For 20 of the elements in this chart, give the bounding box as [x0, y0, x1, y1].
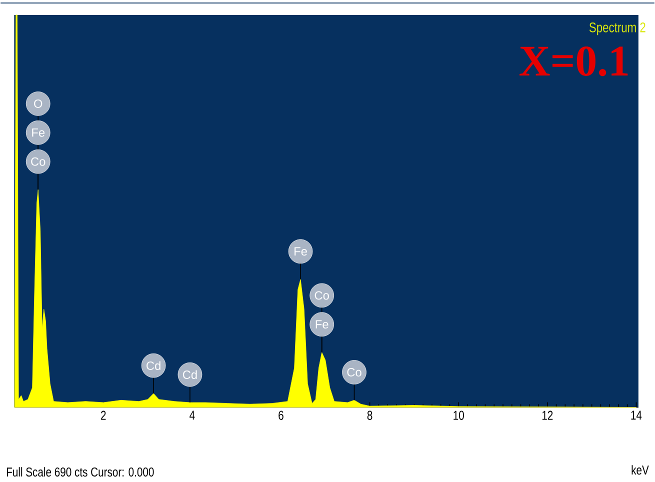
annotation: Cd: [146, 361, 160, 370]
x-tick-label: 2: [101, 410, 106, 420]
x-tick-label: 6: [278, 410, 284, 420]
x-axis-title: keV: [632, 465, 649, 475]
x-tick-label: 10: [454, 410, 464, 420]
text: Full Scale 690 cts Cursor: 0.000: [6, 467, 154, 477]
x-tick-label: 8: [367, 410, 372, 420]
annotation: Co: [347, 368, 362, 376]
annotation: Cd: [182, 370, 197, 379]
annotation: Co: [31, 157, 46, 166]
annotation: O: [34, 99, 42, 108]
x-tick-label: 14: [631, 410, 642, 420]
x-tick-label: 4: [190, 410, 195, 420]
annotation: Fe: [32, 128, 45, 137]
annotation: X=0.1: [520, 46, 628, 76]
annotation: Fe: [294, 247, 307, 256]
annotation: Spectrum 2: [589, 22, 646, 36]
annotation: Fe: [316, 320, 328, 328]
annotation: Co: [314, 291, 329, 300]
x-tick-label: 12: [542, 410, 553, 420]
